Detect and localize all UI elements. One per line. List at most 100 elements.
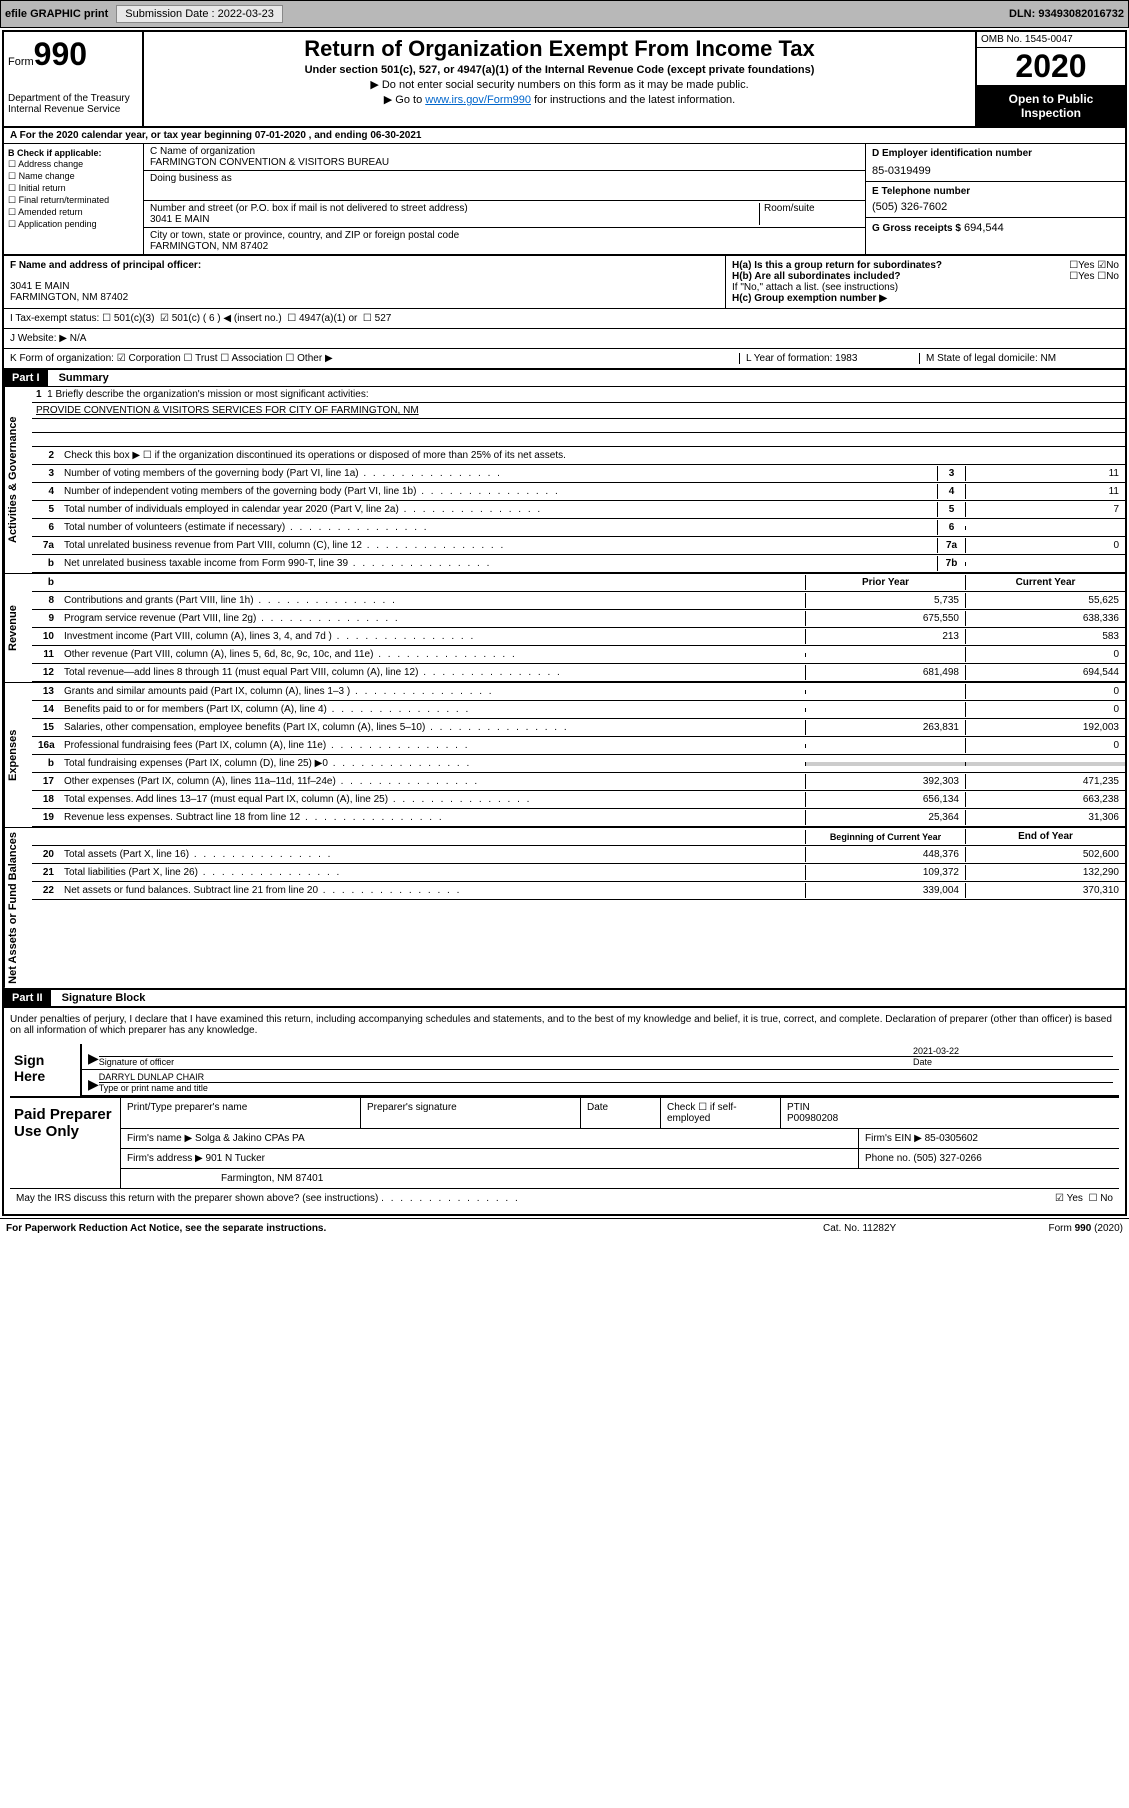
hb-row: H(b) Are all subordinates included? ☐Yes… <box>732 271 1119 282</box>
footer-paperwork: For Paperwork Reduction Act Notice, see … <box>6 1223 823 1234</box>
gross-value: 694,544 <box>964 222 1004 234</box>
cb-address-change[interactable]: ☐ Address change <box>8 159 139 170</box>
col-prior: Prior Year <box>805 575 965 590</box>
omb-number: OMB No. 1545-0047 <box>977 32 1125 48</box>
firm-addr: 901 N Tucker <box>206 1153 265 1164</box>
hc-label: H(c) Group exemption number ▶ <box>732 293 887 304</box>
cb-final-label: Final return/terminated <box>19 195 110 205</box>
side-rev: Revenue <box>4 574 32 682</box>
no-label[interactable]: No <box>1100 1193 1113 1204</box>
row-j-website: J Website: ▶ N/A <box>4 329 1125 349</box>
arrow-icon2: ▶ <box>88 1076 99 1093</box>
table-row: 21Total liabilities (Part X, line 26)109… <box>32 864 1125 882</box>
form-990: Form990 Department of the Treasury Inter… <box>2 30 1127 1216</box>
opt-501c[interactable]: 501(c) ( 6 ) ◀ (insert no.) <box>172 313 282 324</box>
page-footer: For Paperwork Reduction Act Notice, see … <box>0 1218 1129 1238</box>
firm-addr-label: Firm's address ▶ <box>127 1153 203 1164</box>
topbar: efile GRAPHIC print Submission Date : 20… <box>0 0 1129 28</box>
cb-amended[interactable]: ☐ Amended return <box>8 207 139 218</box>
opt-4947[interactable]: 4947(a)(1) or <box>299 313 357 324</box>
form990-link[interactable]: www.irs.gov/Form990 <box>425 94 531 106</box>
declaration-text: Under penalties of perjury, I declare th… <box>10 1014 1119 1036</box>
table-row: 8Contributions and grants (Part VIII, li… <box>32 592 1125 610</box>
ha-label: H(a) Is this a group return for subordin… <box>732 260 942 271</box>
org-street: 3041 E MAIN <box>150 214 759 225</box>
self-emp-label: Check ☐ if self-employed <box>661 1098 781 1128</box>
prep-name-label: Print/Type preparer's name <box>121 1098 361 1128</box>
form-number: 990 <box>34 36 87 72</box>
dept-label: Department of the Treasury Internal Reve… <box>8 93 138 115</box>
paid-prep-label: Paid Preparer Use Only <box>10 1098 120 1188</box>
footer-catno: Cat. No. 11282Y <box>823 1223 973 1234</box>
efile-label[interactable]: efile GRAPHIC print <box>5 8 108 20</box>
header-right: OMB No. 1545-0047 2020 Open to Public In… <box>975 32 1125 126</box>
firm-name-label: Firm's name ▶ <box>127 1133 192 1144</box>
form-title: Return of Organization Exempt From Incom… <box>148 36 971 62</box>
opt-other[interactable]: Other ▶ <box>297 353 332 364</box>
sig-officer-row: ▶ Signature of officer 2021-03-22Date <box>82 1044 1119 1070</box>
col-end: End of Year <box>965 829 1125 844</box>
part1-netassets: Net Assets or Fund Balances Beginning of… <box>4 827 1125 990</box>
cb-final-return[interactable]: ☐ Final return/terminated <box>8 195 139 206</box>
l2-text: Check this box ▶ ☐ if the organization d… <box>60 448 1125 463</box>
c-city-row: City or town, state or province, country… <box>144 228 865 254</box>
section-bcd: B Check if applicable: ☐ Address change … <box>4 144 1125 256</box>
form-header: Form990 Department of the Treasury Inter… <box>4 32 1125 128</box>
date-label: Date <box>913 1056 1113 1067</box>
open-public-label: Open to Public Inspection <box>977 86 1125 126</box>
c-street-row: Number and street (or P.O. box if mail i… <box>144 201 865 228</box>
col-beg: Beginning of Current Year <box>805 830 965 844</box>
rev-header: b Prior Year Current Year <box>32 574 1125 592</box>
type-label: Type or print name and title <box>99 1082 1113 1093</box>
opt-trust[interactable]: Trust <box>195 353 217 364</box>
opt-assoc[interactable]: Association <box>231 353 282 364</box>
mission-blank2 <box>32 433 1125 447</box>
form-note2: ▶ Go to www.irs.gov/Form990 for instruct… <box>148 93 971 106</box>
firm-city: Farmington, NM 87401 <box>121 1169 1119 1188</box>
table-row: 7aTotal unrelated business revenue from … <box>32 537 1125 555</box>
table-row: 5Total number of individuals employed in… <box>32 501 1125 519</box>
gross-label: G Gross receipts $ <box>872 223 961 234</box>
table-row: 19Revenue less expenses. Subtract line 1… <box>32 809 1125 827</box>
opt-527[interactable]: 527 <box>375 313 392 324</box>
col-h-group: H(a) Is this a group return for subordin… <box>725 256 1125 308</box>
mission-text: PROVIDE CONVENTION & VISITORS SERVICES F… <box>32 403 1125 419</box>
side-gov: Activities & Governance <box>4 387 32 573</box>
i-label: I Tax-exempt status: <box>10 313 99 324</box>
header-left: Form990 Department of the Treasury Inter… <box>4 32 144 126</box>
cb-initial-return[interactable]: ☐ Initial return <box>8 183 139 194</box>
col-current: Current Year <box>965 575 1125 590</box>
part2-header-row: Part II Signature Block <box>4 990 1125 1006</box>
table-row: 9Program service revenue (Part VIII, lin… <box>32 610 1125 628</box>
table-row: 18Total expenses. Add lines 13–17 (must … <box>32 791 1125 809</box>
form-label: Form <box>8 56 34 68</box>
section-fh: F Name and address of principal officer:… <box>4 256 1125 309</box>
submission-date-button[interactable]: Submission Date : 2022-03-23 <box>116 5 283 23</box>
officer-addr1: 3041 E MAIN <box>10 281 719 292</box>
opt-501c3[interactable]: 501(c)(3) <box>114 313 155 324</box>
cb-app-pending[interactable]: ☐ Application pending <box>8 219 139 230</box>
dln-label: DLN: 93493082016732 <box>1009 8 1124 20</box>
col-d-ein: D Employer identification number 85-0319… <box>865 144 1125 254</box>
cb-name-change[interactable]: ☐ Name change <box>8 171 139 182</box>
c-dba-row: Doing business as <box>144 171 865 201</box>
table-row: 12Total revenue—add lines 8 through 11 (… <box>32 664 1125 682</box>
table-row: 22Net assets or fund balances. Subtract … <box>32 882 1125 900</box>
table-row: 4Number of independent voting members of… <box>32 483 1125 501</box>
side-net: Net Assets or Fund Balances <box>4 828 32 988</box>
phone-label: E Telephone number <box>872 186 1119 197</box>
d-gross-row: G Gross receipts $ 694,544 <box>866 218 1125 238</box>
table-row: 17Other expenses (Part IX, column (A), l… <box>32 773 1125 791</box>
cb-app-label: Application pending <box>18 219 97 229</box>
table-row: bTotal fundraising expenses (Part IX, co… <box>32 755 1125 773</box>
prep-row3: Firm's address ▶ 901 N Tucker Phone no. … <box>121 1149 1119 1169</box>
table-row: 11Other revenue (Part VIII, column (A), … <box>32 646 1125 664</box>
l-year-formation: L Year of formation: 1983 <box>739 353 919 364</box>
opt-corp[interactable]: Corporation <box>128 353 180 364</box>
part1-title: Summary <box>51 372 109 384</box>
table-row: bNet unrelated business taxable income f… <box>32 555 1125 573</box>
discuss-text: May the IRS discuss this return with the… <box>16 1193 378 1204</box>
yes-label[interactable]: Yes <box>1067 1193 1083 1204</box>
ein-label: D Employer identification number <box>872 148 1119 159</box>
sign-here-table: Sign Here ▶ Signature of officer 2021-03… <box>10 1044 1119 1096</box>
